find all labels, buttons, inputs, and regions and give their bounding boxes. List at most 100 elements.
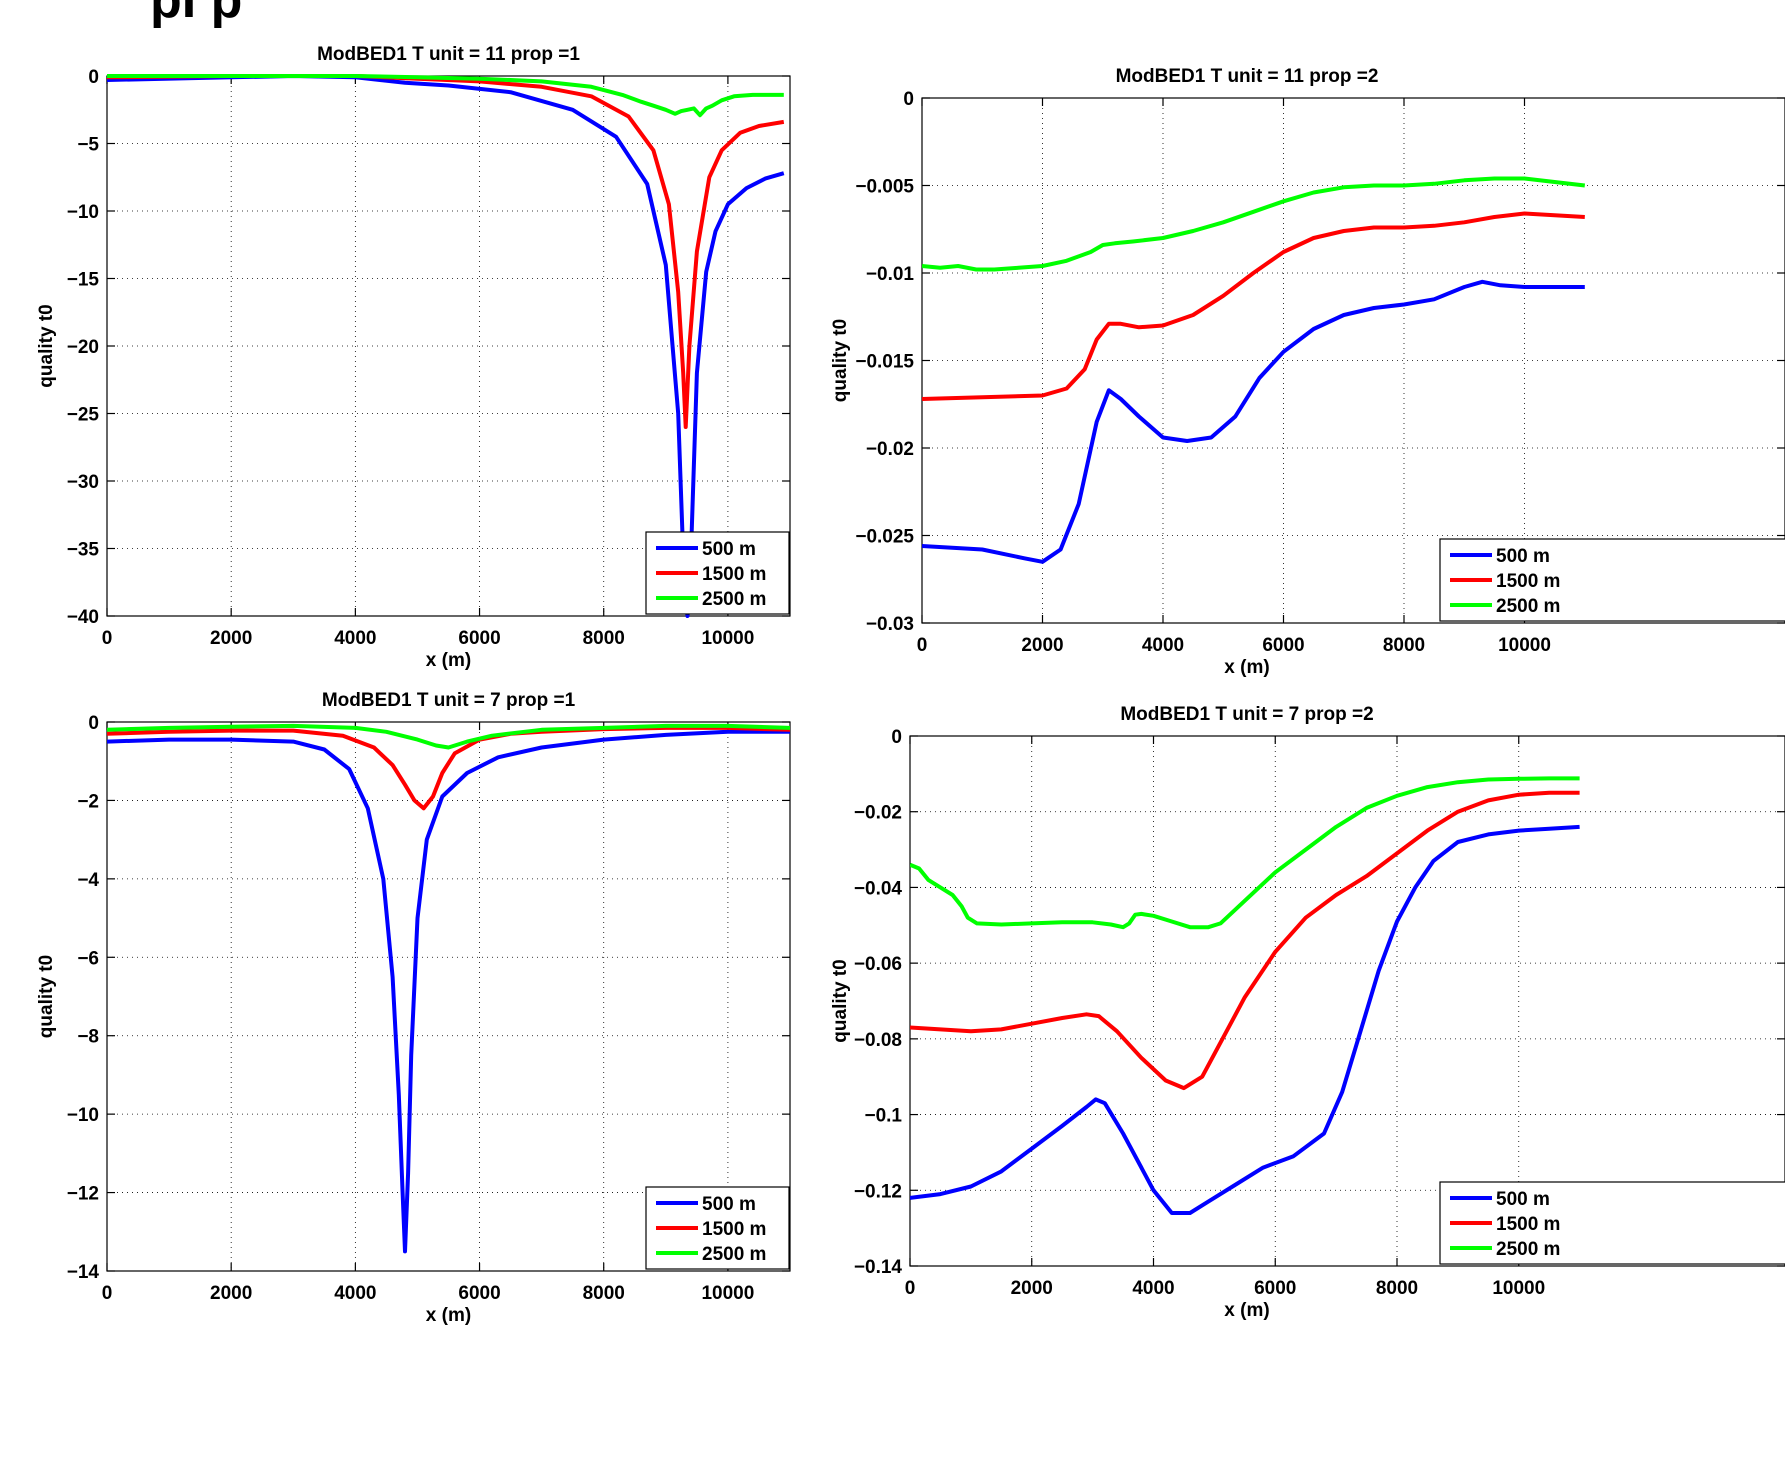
y-tick-label: −40 [67,607,99,628]
series-group [922,176,1586,564]
legend-label: 2500 m [702,589,766,610]
series-line [107,729,790,1254]
y-axis-label: quality t0 [830,319,851,402]
y-tick-label: −0.02 [866,439,914,460]
y-tick-label: −30 [67,472,99,493]
y-tick-label: −0.1 [864,1106,902,1127]
legend-label: 2500 m [1496,596,1560,617]
y-tick-label: −6 [77,948,99,969]
plot-area [106,721,791,1272]
legend: 500 m 1500 m 2500 m [1439,538,1785,622]
x-tick-label: 0 [102,628,113,649]
x-tick-label: 8000 [1383,635,1425,656]
chart-4: 0 2000 4000 6000 8000 10000 0 −0.02 −0.04 −0.06 −0… [830,704,1785,1321]
y-tick-label: −0.02 [854,803,902,824]
y-tick-label: −4 [77,870,99,891]
series-line [107,74,784,118]
x-axis-label: x (m) [1224,657,1269,678]
chart-1: 0 2000 4000 6000 8000 10000 0 −5 −10 −15 −20 −25 −30… [36,44,791,671]
legend-label: 1500 m [702,564,766,585]
chart-title: ModBED1 T unit = 11 prop =2 [1116,66,1379,87]
y-tick-label: −0.08 [854,1030,902,1051]
series-line [107,74,785,618]
series-line [922,279,1585,564]
legend: 500 m 1500 m 2500 m [645,531,790,615]
y-tick-label: −0.03 [866,614,914,635]
series-group [107,74,785,618]
y-tick-label: −20 [67,337,99,358]
legend-label: 1500 m [702,1219,766,1240]
y-tick-label: −8 [77,1027,99,1048]
series-group [107,723,790,1254]
y-tick-label: −0.12 [854,1181,902,1202]
y-tick-label: 0 [88,67,99,88]
figure-title: pI p [150,0,243,29]
y-tick-label: 0 [88,713,99,734]
y-tick-label: −12 [67,1184,99,1205]
y-tick-label: −5 [77,135,99,156]
x-tick-label: 10000 [701,1283,754,1304]
y-tick-label: −0.005 [855,177,914,198]
y-tick-label: −25 [67,405,100,426]
x-tick-label: 0 [102,1283,113,1304]
y-axis-label: quality t0 [830,959,851,1042]
series-line [922,211,1585,401]
y-tick-label: −15 [67,270,100,291]
y-tick-label: 0 [891,727,902,748]
y-tick-label: −0.01 [866,264,915,285]
series-line [910,824,1580,1215]
legend-label: 500 m [1496,1189,1550,1210]
x-tick-label: 2000 [1021,635,1063,656]
x-tick-label: 4000 [1142,635,1184,656]
grid [910,736,1785,1266]
x-tick-label: 8000 [583,1283,625,1304]
x-tick-label: 6000 [458,1283,500,1304]
x-axis-label: x (m) [426,1305,471,1326]
y-tick-label: −10 [67,1105,99,1126]
legend-box [1439,1181,1785,1265]
legend-label: 1500 m [1496,1214,1560,1235]
legend-label: 2500 m [1496,1239,1560,1260]
series-line [910,776,1580,930]
x-tick-label: 2000 [210,628,252,649]
y-tick-label: −0.06 [854,954,902,975]
x-tick-label: 0 [917,635,928,656]
legend-label: 500 m [702,539,756,560]
x-tick-label: 6000 [458,628,500,649]
x-tick-label: 4000 [1132,1278,1174,1299]
chart-title: ModBED1 T unit = 7 prop =2 [1120,704,1373,725]
y-tick-label: −0.04 [854,878,903,899]
chart-3: 0 2000 4000 6000 8000 10000 0 −2 −4 −6 −8 −10 −12 −14… [36,690,791,1326]
y-axis-label: quality t0 [36,955,57,1038]
chart-title: ModBED1 T unit = 11 prop =1 [317,44,580,65]
series-line [107,74,785,429]
y-tick-label: −10 [67,202,99,223]
y-tick-label: −35 [67,540,100,561]
plot-area [909,735,1785,1267]
legend-box [1439,538,1785,622]
x-tick-label: 6000 [1262,635,1304,656]
legend-label: 1500 m [1496,571,1560,592]
y-tick-label: −14 [67,1262,100,1283]
y-tick-label: 0 [903,89,914,110]
x-tick-label: 2000 [210,1283,252,1304]
chart-title: ModBED1 T unit = 7 prop =1 [322,690,576,711]
chart-2: 0 2000 4000 6000 8000 10000 0 −0.005 −0.01 −0.015… [830,66,1785,678]
x-tick-label: 8000 [1376,1278,1418,1299]
y-tick-label: −0.015 [855,352,914,373]
legend: 500 m 1500 m 2500 m [645,1186,790,1270]
series-line [922,176,1586,272]
y-tick-label: −2 [77,791,99,812]
legend-label: 2500 m [702,1244,766,1265]
x-axis-label: x (m) [426,650,471,671]
x-tick-label: 6000 [1254,1278,1296,1299]
y-tick-label: −0.14 [854,1257,903,1278]
x-tick-label: 10000 [1492,1278,1545,1299]
series-group [910,776,1580,1215]
x-axis-label: x (m) [1224,1300,1269,1321]
grid [107,76,790,616]
x-tick-label: 10000 [1498,635,1551,656]
x-tick-label: 2000 [1011,1278,1053,1299]
x-tick-label: 4000 [334,628,376,649]
